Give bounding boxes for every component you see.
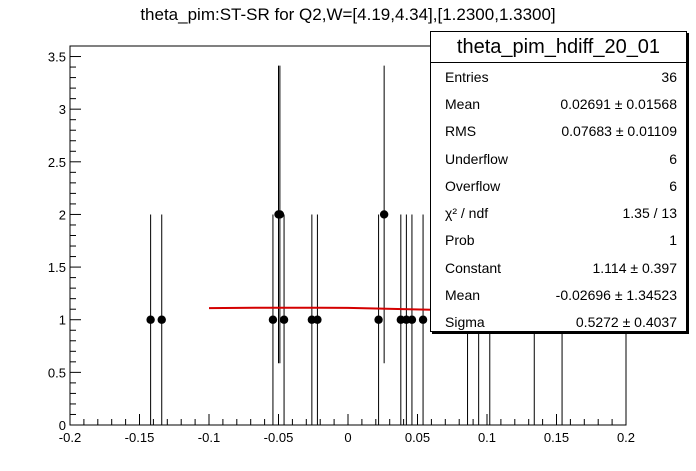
stats-value: 0.07683 ± 0.01109: [561, 123, 677, 140]
stats-row: Mean 0.02691 ± 0.01568: [431, 90, 686, 117]
stats-row: RMS 0.07683 ± 0.01109: [431, 118, 686, 145]
stats-label: Entries: [445, 68, 489, 85]
stats-value: 36: [661, 68, 677, 85]
stats-row: Prob 1: [431, 227, 686, 254]
y-tick-label: 3.5: [48, 50, 66, 65]
stats-label: Constant: [445, 259, 502, 276]
y-tick-label: 2.5: [48, 155, 66, 170]
stats-value: 1: [669, 232, 677, 249]
stats-box-title: theta_pim_hdiff_20_01: [431, 32, 686, 63]
data-point: [374, 315, 383, 324]
stats-row: Overflow 6: [431, 172, 686, 199]
stats-label: RMS: [445, 123, 477, 140]
stats-label: Sigma: [445, 314, 485, 331]
y-tick-label: 1.5: [48, 260, 66, 275]
stats-value: 0.02691 ± 0.01568: [560, 95, 677, 112]
x-tick-label: 0.15: [544, 430, 569, 445]
stats-value: -0.02696 ± 1.34523: [555, 287, 677, 304]
stats-row: Constant 1.114 ± 0.397: [431, 254, 686, 281]
data-point: [379, 210, 389, 219]
fit-line: [208, 306, 432, 311]
y-axis-ticks: 0 0.5 1 1.5 2 2.5 3 3.5: [48, 45, 81, 433]
data-point: [146, 315, 155, 324]
chart-title: theta_pim:ST-SR for Q2,W=[4.19,4.34],[1.…: [140, 5, 556, 24]
stats-label: χ² / ndf: [445, 205, 489, 222]
data-point: [279, 315, 289, 324]
y-tick-label: 1: [59, 313, 66, 328]
y-tick-label: 0.5: [48, 365, 66, 380]
fit-curve: [208, 306, 432, 311]
stats-value: 0.5272 ± 0.4037: [575, 314, 677, 331]
data-point: [268, 315, 278, 324]
x-axis-ticks: -0.2 -0.15 -0.1 -0.05 0 0.05 0.1 0.15 0.2: [59, 414, 635, 445]
stats-box: theta_pim_hdiff_20_01 Entries 36 Mean 0.026…: [430, 31, 687, 332]
stats-row: Sigma 0.5272 ± 0.4037: [431, 309, 686, 336]
x-tick-label: -0.05: [264, 430, 294, 445]
data-points: [146, 210, 428, 324]
stats-rows: Entries 36 Mean 0.02691 ± 0.01568 RMS 0.07683…: [431, 63, 686, 336]
stats-row: Underflow 6: [431, 145, 686, 172]
data-point: [275, 210, 285, 219]
x-tick-label: 0.2: [617, 430, 635, 445]
stats-value: 1.35 / 13: [622, 205, 678, 222]
stats-row: Entries 36: [431, 63, 686, 90]
x-tick-label: 0.05: [405, 430, 430, 445]
y-tick-label: 0: [59, 418, 66, 433]
stats-label: Underflow: [445, 150, 509, 167]
stats-label: Overflow: [445, 177, 501, 194]
data-point: [157, 315, 166, 324]
stats-label: Mean: [445, 287, 481, 304]
stats-value: 1.114 ± 0.397: [592, 259, 678, 276]
data-point: [407, 315, 417, 324]
x-tick-label: 0: [344, 430, 351, 445]
stats-row: Mean -0.02696 ± 1.34523: [431, 281, 686, 308]
stats-row: χ² / ndf 1.35 / 13: [431, 199, 686, 226]
x-tick-label: -0.1: [198, 430, 220, 445]
x-tick-label: -0.2: [59, 430, 81, 445]
data-point: [313, 315, 322, 324]
x-tick-label: 0.1: [478, 430, 496, 445]
stats-value: 6: [669, 150, 677, 167]
y-tick-label: 2: [59, 207, 66, 222]
stats-label: Mean: [445, 95, 481, 112]
stats-value: 6: [669, 177, 677, 194]
data-point: [418, 315, 428, 324]
y-tick-label: 3: [59, 102, 66, 117]
x-tick-label: -0.15: [125, 430, 155, 445]
stats-label: Prob: [445, 232, 475, 249]
